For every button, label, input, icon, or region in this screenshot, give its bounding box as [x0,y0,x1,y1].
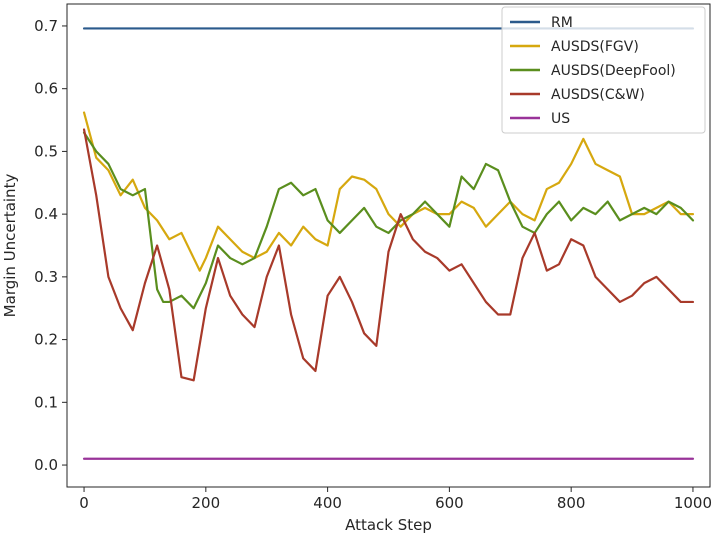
legend-label: AUSDS(DeepFool) [551,63,676,79]
x-tick-label: 200 [192,494,221,512]
axes: 0 200 400 600 800 1000 0.0 0.1 0.2 0.3 0.4 0.5 0.6 0.… [34,3,712,512]
x-tick-label: 600 [435,494,464,512]
x-axis-label: Attack Step [345,516,432,534]
legend-box [501,6,706,134]
series-line-3 [82,128,695,382]
legend-label: AUSDS(FGV) [551,39,639,55]
y-tick-label: 0.1 [34,393,58,411]
series-line-1 [82,111,695,272]
x-tick-label: 400 [313,494,342,512]
plot-frame [66,3,711,488]
x-tick-label: 800 [557,494,586,512]
y-axis-label: Margin Uncertainty [1,174,19,318]
legend: RM AUSDS(FGV) AUSDS(DeepFool) AUSDS(C&W) US [501,6,706,134]
series-line-2 [82,131,695,310]
y-tick-label: 0.7 [34,17,58,35]
legend-label: RM [551,15,573,31]
y-tick-label: 0.3 [34,268,58,286]
y-tick-label: 0.2 [34,331,58,349]
legend-label: US [551,111,570,127]
y-tick-label: 0.4 [34,205,58,223]
x-tick-label: 0 [79,494,89,512]
x-tick-label: 1000 [674,494,712,512]
y-tick-label: 0.6 [34,80,58,98]
legend-label: AUSDS(C&W) [551,87,645,103]
y-tick-label: 0.0 [34,456,58,474]
y-tick-label: 0.5 [34,142,58,160]
